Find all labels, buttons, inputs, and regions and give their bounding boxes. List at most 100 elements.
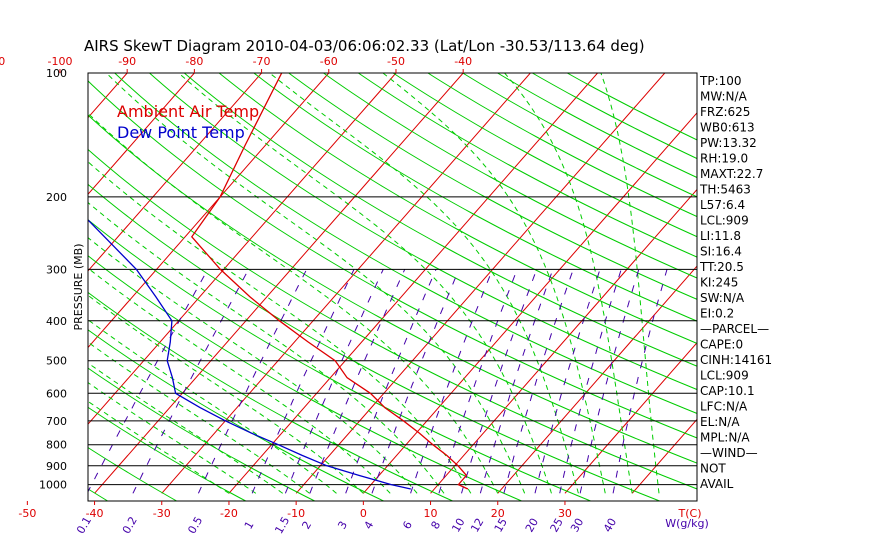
dry-adiabat-line	[532, 73, 697, 160]
mixing-ratio-line	[197, 269, 308, 494]
stat-entry: LI:11.8	[700, 229, 741, 243]
mixing-ratio-line	[410, 269, 493, 494]
stat-entry: TP:100	[699, 74, 742, 88]
isotherm-line	[161, 73, 531, 494]
mixing-ratio-line	[132, 269, 250, 494]
moist-adiabat-line	[600, 73, 660, 494]
stat-entry: LFC:N/A	[700, 400, 748, 414]
legend-entry-dew-point-temp: Dew Point Temp	[117, 123, 245, 142]
stat-entry: L57:6.4	[700, 198, 745, 212]
stat-entry: PW:13.32	[700, 136, 757, 150]
isotherm-line	[88, 73, 262, 272]
bottom-temp-tick-label: -50	[18, 507, 36, 520]
stat-entry: LCL:909	[700, 214, 749, 228]
stat-entry: CAPE:0	[700, 338, 743, 352]
bottom-temp-tick-label: 30	[558, 507, 572, 520]
mixing-ratio-tick-label: 6	[400, 519, 415, 532]
axes: 1002003004005006007008009001000PRESSURE …	[0, 55, 709, 536]
dry-adiabat-line	[149, 73, 697, 391]
moist-adiabat-line	[382, 73, 606, 494]
mixing-ratio-tick-label: 0.5	[185, 514, 205, 536]
pressure-tick-label: 200	[46, 191, 67, 204]
stat-entry: EI:0.2	[700, 307, 734, 321]
dry-adiabat-line	[323, 73, 697, 279]
isotherm-line	[767, 73, 870, 493]
dew-point-temp-line	[88, 218, 411, 490]
bottom-temp-tick-label: -30	[153, 507, 171, 520]
mixing-ratio-line	[534, 269, 601, 494]
mixing-ratio-tick-label: 20	[523, 516, 541, 535]
chart-title: AIRS SkewT Diagram 2010-04-03/06:06:02.3…	[84, 37, 645, 55]
bottom-temp-tick-label: 0	[360, 507, 367, 520]
mixing-ratio-line	[612, 269, 668, 494]
stat-entry: —PARCEL—	[700, 322, 769, 336]
moist-adiabat-line	[88, 362, 283, 494]
dry-adiabat-line	[253, 73, 697, 322]
stat-entry: TT:20.5	[699, 260, 744, 274]
dry-adiabat-line	[88, 255, 522, 501]
sounding-lines	[88, 73, 469, 490]
top-temp-tick-label: -110	[0, 55, 5, 68]
bottom-temp-tick-label: -20	[220, 507, 238, 520]
dry-adiabat-line	[358, 73, 697, 258]
mixing-ratio-line	[559, 269, 622, 494]
isotherm-line	[94, 73, 464, 494]
pressure-tick-label: 100	[46, 67, 67, 80]
mixing-ratio-tick-label: 15	[492, 516, 510, 535]
isotherm-line	[362, 112, 697, 494]
mixing-ratio-line	[438, 269, 518, 494]
top-temp-tick-label: -100	[47, 55, 72, 68]
mixing-ratio-tick-label: 30	[568, 516, 586, 535]
moist-adiabat-line	[178, 73, 552, 494]
isotherm-line	[295, 73, 666, 494]
moist-adiabat-line	[88, 341, 310, 494]
bottom-temp-tick-label: 20	[491, 507, 505, 520]
moist-adiabat-line	[88, 381, 257, 494]
isotherm-line	[88, 73, 397, 425]
top-temp-tick-label: -80	[185, 55, 203, 68]
stat-entry: TH:5463	[699, 183, 751, 197]
dry-adiabat-line	[183, 73, 697, 367]
mixing-ratio-line	[461, 269, 538, 494]
isotherm-line	[564, 341, 697, 494]
plot-frame	[87, 72, 698, 502]
mixing-ratio-tick-label: 0.2	[120, 514, 140, 536]
stat-entry: MPL:N/A	[700, 431, 750, 445]
pressure-tick-label: 700	[46, 415, 67, 428]
bottom-temp-tick-label: -40	[86, 507, 104, 520]
moist-adiabat-line	[88, 201, 445, 494]
mixing-ratio-line	[479, 269, 554, 494]
mixing-ratio-line	[309, 269, 406, 494]
moist-adiabat-line	[88, 161, 472, 494]
top-temp-tick-label: -90	[118, 55, 136, 68]
dry-adiabat-line	[427, 73, 697, 218]
mixing-ratio-tick-label: 25	[548, 516, 566, 535]
top-temp-tick-label: -60	[320, 55, 338, 68]
isotherm-line	[228, 73, 598, 494]
dry-adiabat-line	[218, 73, 697, 344]
mixing-ratio-tick-label: 2	[299, 519, 314, 532]
dry-adiabat-line	[88, 488, 108, 501]
stat-entry: AVAIL	[700, 477, 734, 491]
stat-entry: FRZ:625	[700, 105, 750, 119]
dry-adiabat-line	[88, 114, 697, 464]
mixing-ratio-line	[88, 269, 209, 493]
dry-adiabat-line	[114, 73, 697, 414]
dry-adiabat-line	[288, 73, 697, 300]
isotherm-line	[631, 418, 697, 494]
isotherm-line	[88, 73, 195, 196]
pressure-tick-label: 1000	[39, 479, 67, 492]
top-temp-tick-label: -70	[253, 55, 271, 68]
stat-entry: —WIND—	[700, 446, 758, 460]
moist-adiabat-line	[105, 73, 526, 494]
dry-adiabat-line	[88, 367, 315, 501]
mixing-ratio-tick-label: 10	[449, 516, 467, 535]
bottom-temp-tick-label: -10	[287, 507, 305, 520]
mixing-ratio-line	[371, 269, 460, 494]
mixing-ratio-axis-label: W(g/kg)	[665, 517, 709, 530]
top-temp-tick-label: -50	[387, 55, 405, 68]
pressure-tick-label: 600	[46, 387, 67, 400]
moist-adiabat-line	[504, 73, 633, 494]
mixing-ratio-tick-label: 4	[362, 519, 377, 532]
